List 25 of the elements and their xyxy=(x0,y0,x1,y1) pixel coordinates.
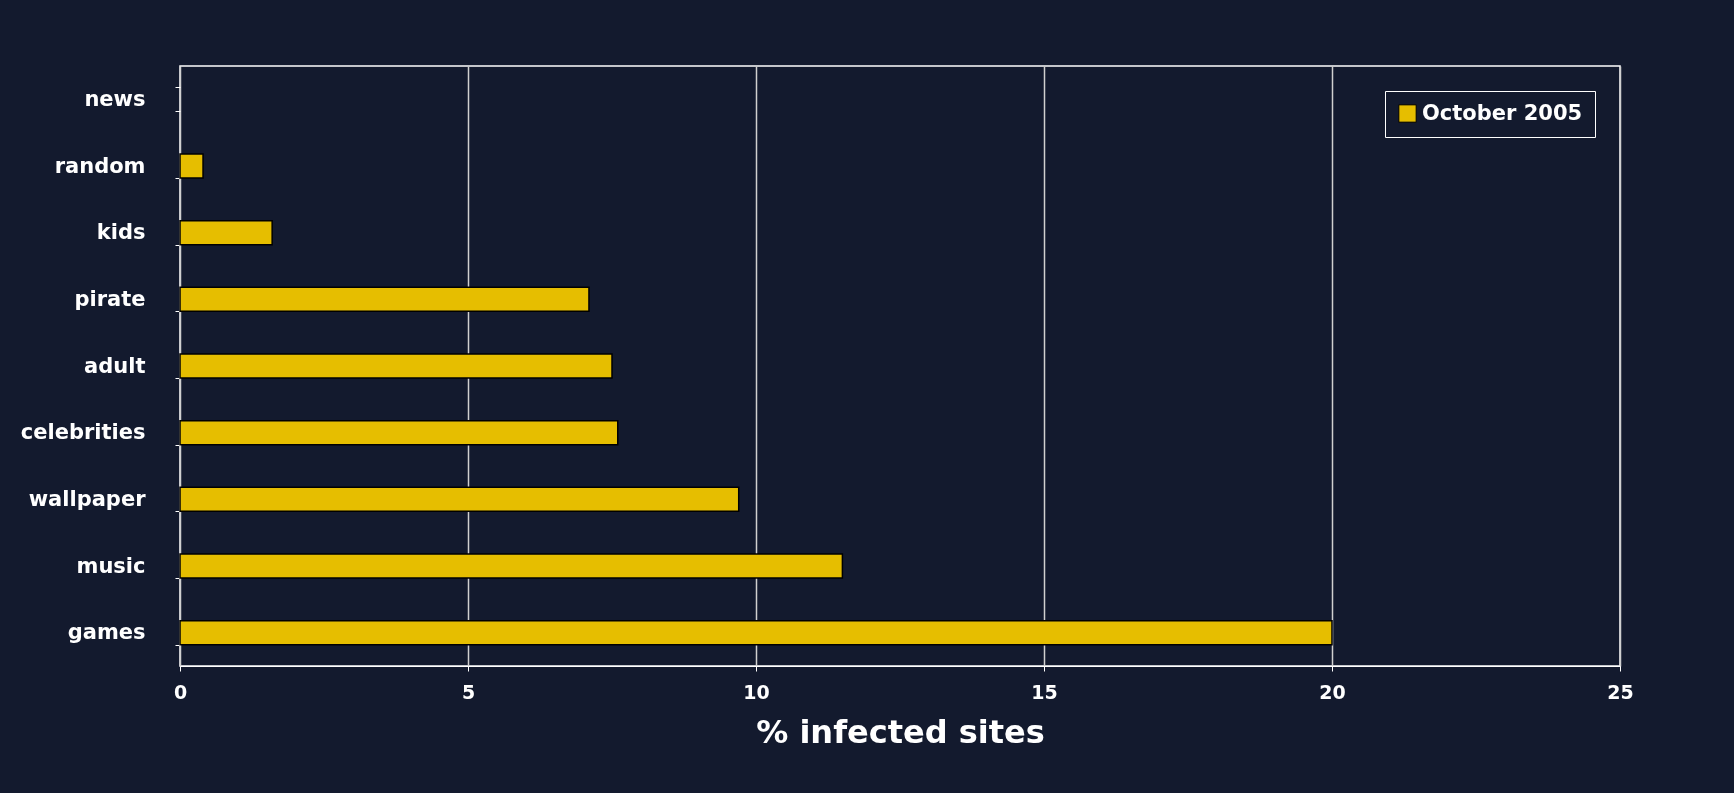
y-tick-label: music xyxy=(76,553,146,578)
bar xyxy=(179,419,619,446)
bar xyxy=(179,486,740,513)
bar xyxy=(179,219,273,246)
bar xyxy=(179,619,1333,646)
bar xyxy=(179,353,613,379)
y-tick-label: wallpaper xyxy=(28,486,147,511)
bar xyxy=(179,286,590,313)
legend-label: October 2005 xyxy=(1422,100,1583,125)
bar xyxy=(179,553,844,579)
y-tick-label: news xyxy=(84,86,146,111)
y-tick-label: kids xyxy=(96,220,146,245)
x-tick-label: 5 xyxy=(461,680,476,703)
y-tick-label: games xyxy=(67,620,146,645)
x-tick-label: 15 xyxy=(1031,680,1058,703)
x-tick-label: 25 xyxy=(1607,680,1634,703)
x-tick-label: 0 xyxy=(173,680,188,703)
x-axis-title: % infected sites xyxy=(756,712,1045,751)
y-tick-label: pirate xyxy=(74,286,146,311)
y-tick-label: celebrities xyxy=(20,420,146,445)
x-tick-label: 10 xyxy=(743,680,770,703)
bar xyxy=(179,153,204,179)
y-tick-label: adult xyxy=(84,353,146,378)
y-tick-label: random xyxy=(54,153,146,178)
x-tick-label: 20 xyxy=(1319,680,1346,703)
